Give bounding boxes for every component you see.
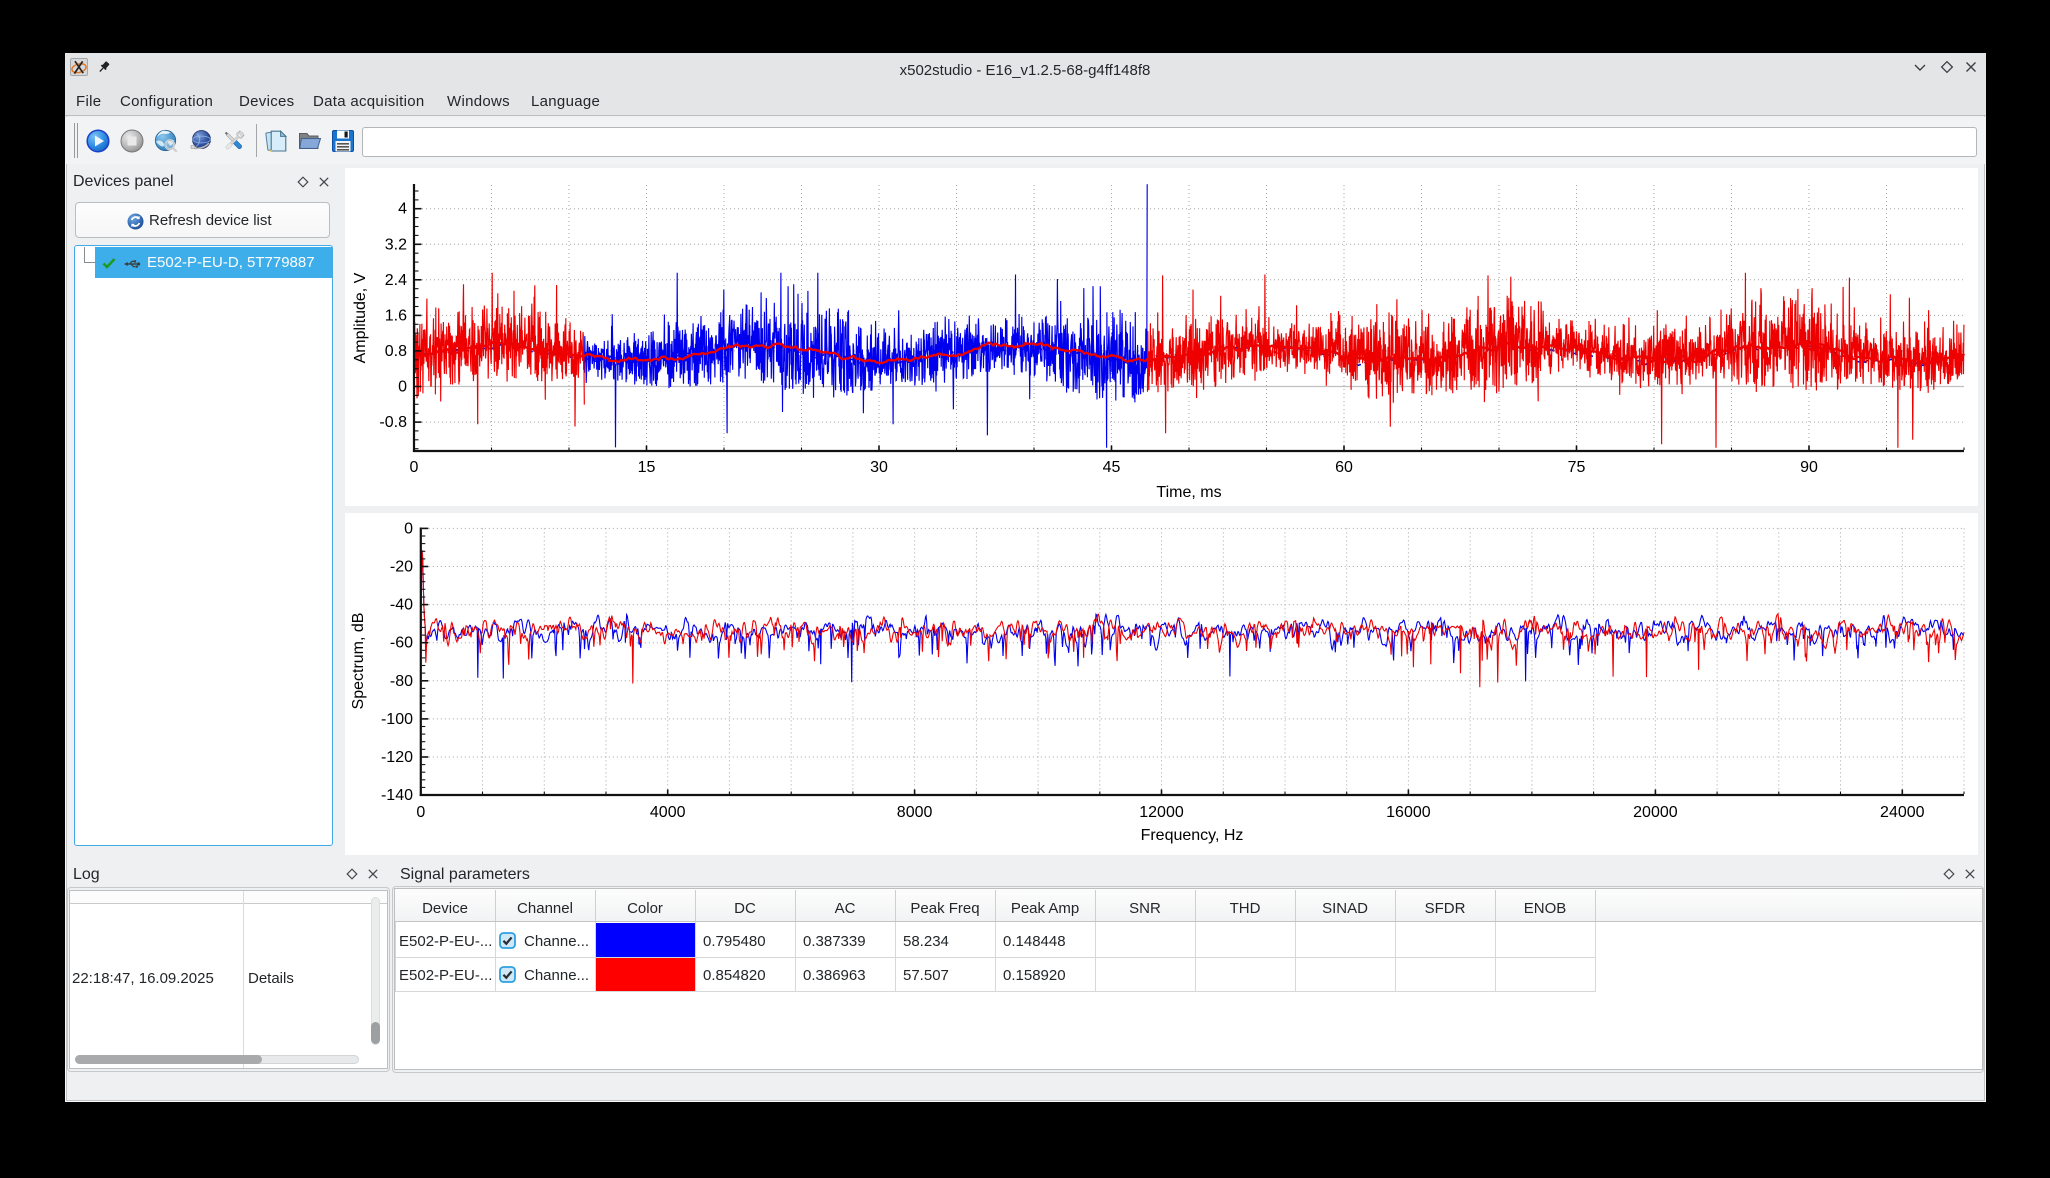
svg-text:0: 0 xyxy=(404,520,413,537)
svg-text:-40: -40 xyxy=(390,597,413,614)
svg-text:12000: 12000 xyxy=(1139,804,1184,821)
svg-text:-140: -140 xyxy=(381,787,413,804)
svg-text:1.6: 1.6 xyxy=(385,307,407,324)
svg-text:0: 0 xyxy=(416,804,425,821)
svg-text:90: 90 xyxy=(1800,459,1818,476)
svg-text:-80: -80 xyxy=(390,673,413,690)
svg-text:8000: 8000 xyxy=(897,804,933,821)
svg-text:0: 0 xyxy=(398,379,407,396)
svg-text:-100: -100 xyxy=(381,711,413,728)
svg-text:2.4: 2.4 xyxy=(385,272,407,289)
svg-text:-20: -20 xyxy=(390,559,413,576)
svg-text:-120: -120 xyxy=(381,749,413,766)
svg-text:3.2: 3.2 xyxy=(385,236,407,253)
svg-text:Spectrum, dB: Spectrum, dB xyxy=(350,613,367,710)
svg-text:Amplitude, V: Amplitude, V xyxy=(352,272,369,363)
svg-text:30: 30 xyxy=(870,459,888,476)
svg-text:16000: 16000 xyxy=(1386,804,1431,821)
svg-text:Time, ms: Time, ms xyxy=(1156,484,1221,501)
svg-text:Frequency, Hz: Frequency, Hz xyxy=(1141,827,1244,844)
svg-text:0.8: 0.8 xyxy=(385,343,407,360)
svg-text:15: 15 xyxy=(638,459,656,476)
svg-text:60: 60 xyxy=(1335,459,1353,476)
svg-text:0: 0 xyxy=(410,459,419,476)
svg-text:4: 4 xyxy=(398,201,407,218)
svg-text:75: 75 xyxy=(1568,459,1586,476)
svg-text:24000: 24000 xyxy=(1880,804,1925,821)
svg-text:-60: -60 xyxy=(390,635,413,652)
svg-text:20000: 20000 xyxy=(1633,804,1678,821)
svg-text:45: 45 xyxy=(1103,459,1121,476)
svg-text:4000: 4000 xyxy=(650,804,686,821)
svg-text:-0.8: -0.8 xyxy=(379,414,407,431)
